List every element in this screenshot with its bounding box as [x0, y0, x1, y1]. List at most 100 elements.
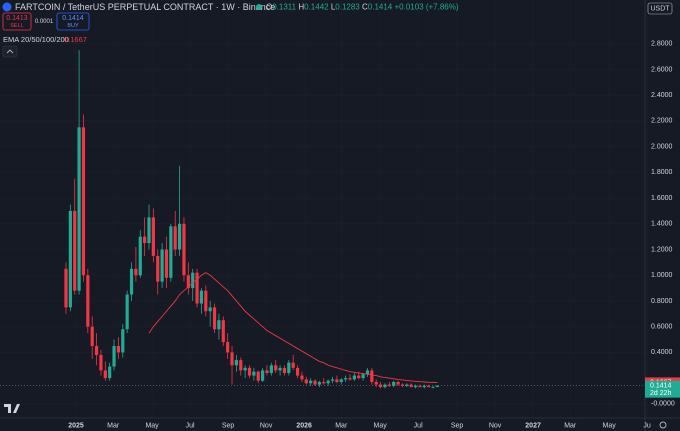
sell-label[interactable]: SELL	[10, 23, 23, 29]
y-tick-label: 0.8000	[651, 298, 673, 305]
candle-body	[330, 379, 335, 381]
y-tick-label: 2.4000	[651, 92, 673, 99]
candle-body	[352, 375, 356, 380]
candle-body	[138, 236, 142, 276]
y-tick-label: 1.6000	[651, 195, 673, 202]
sell-button[interactable]	[2, 12, 32, 31]
candle-body	[217, 320, 221, 330]
candle-body	[226, 342, 230, 353]
buy-label[interactable]: BUY	[67, 23, 79, 29]
candle-body	[212, 307, 217, 330]
status-dot	[256, 4, 262, 10]
candle-body	[427, 385, 431, 388]
y-tick-label: 0.4000	[651, 349, 673, 356]
x-tick-label: Mar	[564, 422, 577, 429]
candle-body	[278, 367, 282, 371]
x-tick-label: Jul	[414, 422, 423, 429]
y-tick-label: 0.6000	[651, 324, 673, 331]
candle-body	[256, 371, 260, 381]
candle-body	[230, 352, 234, 366]
candle-body	[177, 223, 182, 250]
y-tick-label: 1.4000	[651, 221, 673, 228]
candle-body	[348, 378, 352, 380]
candle-body	[99, 354, 103, 371]
candle-body	[413, 385, 418, 388]
y-tick-label: -0.0000	[651, 401, 675, 408]
y-tick-label: 1.8000	[651, 169, 673, 176]
candle-body	[387, 384, 391, 386]
x-tick-label: Mar	[335, 422, 348, 429]
ohlc-item: C	[362, 3, 368, 12]
candle-body	[199, 290, 204, 304]
candle-body	[361, 374, 365, 379]
x-tick-label: 2026	[296, 422, 312, 429]
candle-body	[326, 380, 330, 384]
candle-body	[208, 307, 212, 312]
candle-body	[269, 365, 273, 373]
candle-body	[295, 367, 300, 376]
candle-body	[282, 367, 287, 373]
candle-body	[265, 370, 269, 373]
candle-body	[304, 379, 308, 384]
collapse-button[interactable]	[2, 45, 18, 58]
candle-body	[191, 272, 195, 289]
tradingview-logo[interactable]	[4, 404, 20, 413]
chevron-icon	[6, 49, 14, 54]
candle-body	[195, 272, 199, 304]
candle-body	[90, 326, 94, 346]
axes: 2.8000 2.6000 2.4000 2.2000 2.0000 1.8000 1.60…	[68, 41, 680, 429]
candle-body	[156, 255, 160, 282]
ema-line	[148, 272, 438, 383]
spread: 0.0001	[35, 19, 54, 25]
last-price-tag	[645, 380, 680, 398]
candle-body	[86, 275, 90, 327]
last-price-label: 0.1414	[650, 383, 672, 390]
candle-body	[64, 268, 68, 308]
x-tick-label: 2025	[68, 422, 84, 429]
symbol-title[interactable]: FARTCOIN / TetherUS PERPETUAL CONTRACT ·…	[15, 2, 275, 12]
candle-body	[378, 384, 383, 388]
candle-body	[151, 217, 155, 256]
candle-body	[81, 127, 86, 276]
candle-body	[317, 381, 322, 385]
candle-body	[261, 370, 265, 381]
candle-body	[405, 384, 409, 386]
candle-body	[204, 290, 208, 312]
candle-body	[243, 367, 247, 371]
candle-body	[103, 370, 107, 379]
sell-price[interactable]: 0.1413	[6, 15, 28, 22]
candle-body	[134, 268, 138, 276]
ohlc-item: 0.1414	[368, 3, 393, 12]
x-tick-label: May	[145, 422, 159, 429]
candle-body	[309, 380, 313, 384]
candle-body	[116, 345, 121, 353]
candle-body	[94, 345, 99, 355]
candle-body	[221, 320, 225, 343]
ema-legend: EMA 20/50/100/200	[3, 35, 69, 44]
symbol-logo	[2, 2, 12, 12]
candle-body	[239, 360, 243, 371]
currency-button[interactable]	[647, 2, 673, 15]
candle-body	[370, 370, 374, 382]
candle-body	[287, 362, 291, 373]
candle-body	[68, 210, 72, 308]
candle-body	[313, 380, 317, 385]
currency-label[interactable]: USDT	[650, 5, 670, 12]
settings-icon[interactable]	[659, 421, 667, 429]
candle-body	[169, 226, 173, 278]
candle-body	[339, 379, 343, 382]
candle-body	[77, 127, 81, 291]
candle-body	[160, 249, 164, 282]
ohlc-legend: O0.1311 H0.1442 L0.1283 C0.1414 +0.0103 …	[266, 3, 459, 12]
buy-button[interactable]	[56, 12, 90, 31]
plot-area	[0, 50, 645, 389]
y-tick-label: 2.0000	[651, 143, 673, 150]
buy-price[interactable]: 0.1414	[62, 15, 84, 22]
candle-body	[322, 381, 326, 384]
candle-body	[129, 268, 134, 295]
ohlc-item: 0.1442	[304, 3, 329, 12]
candle-body	[125, 294, 129, 330]
x-tick-label: Nov	[489, 422, 502, 429]
x-tick-label: Mar	[107, 422, 120, 429]
